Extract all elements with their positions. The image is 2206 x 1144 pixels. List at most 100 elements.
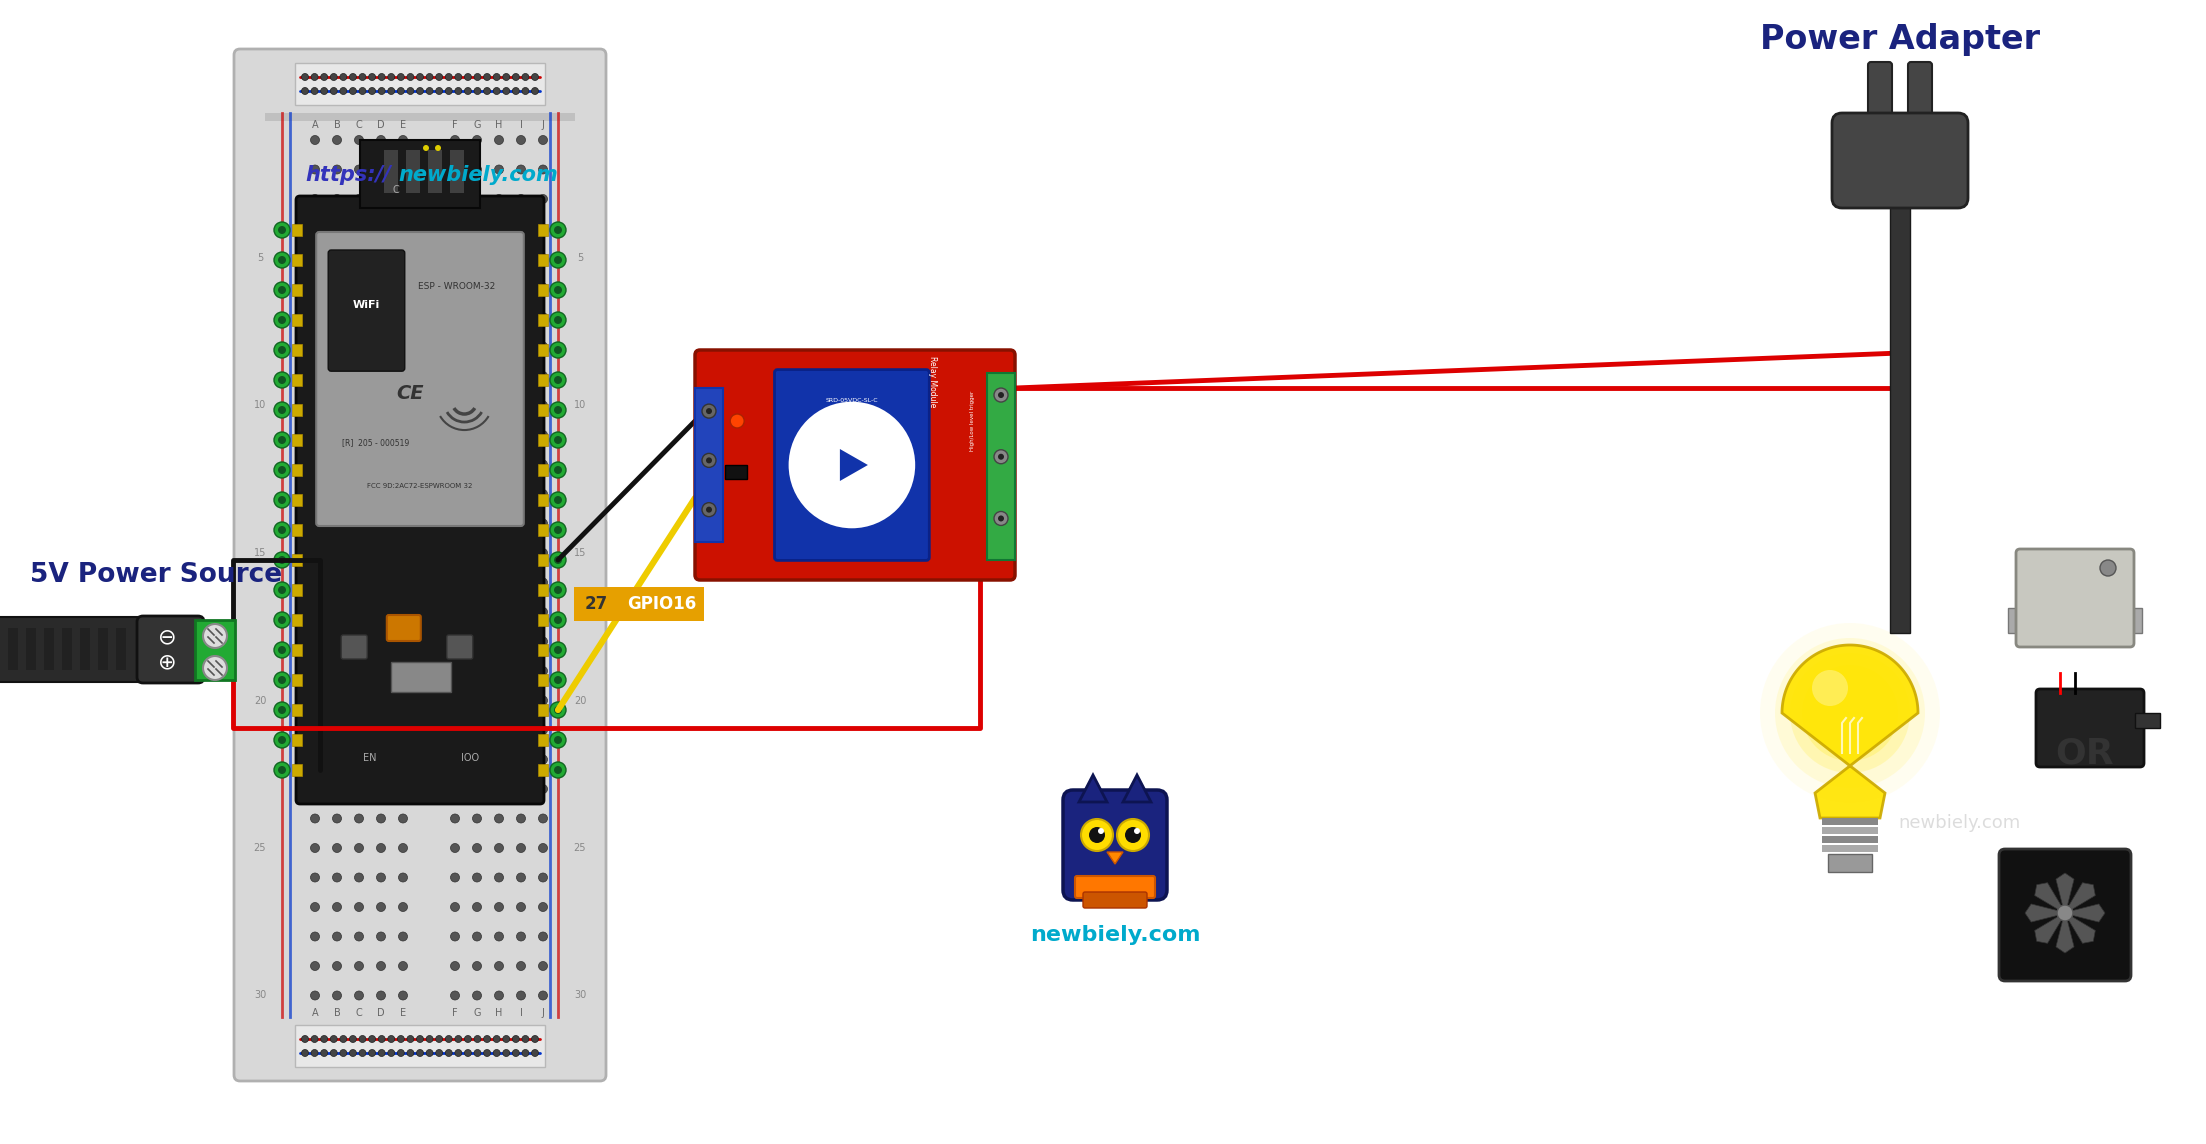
Circle shape (355, 903, 364, 912)
Bar (291, 704, 302, 716)
Circle shape (274, 762, 289, 778)
Polygon shape (1107, 852, 1123, 864)
Circle shape (549, 312, 567, 328)
Circle shape (549, 612, 567, 628)
Circle shape (516, 578, 525, 587)
Circle shape (494, 991, 503, 1000)
Circle shape (450, 402, 459, 410)
Circle shape (399, 961, 408, 970)
Circle shape (274, 612, 289, 628)
Circle shape (311, 696, 320, 705)
Circle shape (516, 460, 525, 469)
Circle shape (549, 402, 567, 418)
Circle shape (483, 87, 490, 95)
Bar (538, 224, 547, 236)
Circle shape (355, 283, 364, 292)
Text: J: J (540, 120, 545, 130)
Circle shape (278, 496, 287, 505)
Bar (117, 628, 126, 670)
Circle shape (450, 372, 459, 381)
Circle shape (426, 1049, 432, 1057)
Circle shape (494, 430, 503, 439)
Circle shape (274, 492, 289, 508)
Circle shape (516, 932, 525, 942)
Circle shape (450, 903, 459, 912)
Circle shape (355, 372, 364, 381)
Circle shape (278, 706, 287, 714)
Circle shape (355, 194, 364, 204)
Bar (291, 583, 302, 596)
Circle shape (512, 73, 518, 80)
Bar (291, 254, 302, 267)
Circle shape (349, 87, 357, 95)
FancyBboxPatch shape (234, 49, 607, 1081)
Circle shape (494, 519, 503, 529)
Circle shape (278, 345, 287, 353)
Circle shape (311, 873, 320, 882)
Circle shape (538, 548, 547, 557)
Circle shape (549, 702, 567, 718)
FancyBboxPatch shape (137, 615, 203, 683)
Circle shape (1760, 623, 1939, 803)
Circle shape (494, 1049, 501, 1057)
Circle shape (333, 873, 342, 882)
Circle shape (377, 519, 386, 529)
Circle shape (311, 283, 320, 292)
Circle shape (494, 755, 503, 764)
Circle shape (333, 815, 342, 823)
Bar (291, 734, 302, 746)
Circle shape (311, 785, 320, 794)
Circle shape (538, 254, 547, 262)
Circle shape (472, 283, 481, 292)
Circle shape (516, 785, 525, 794)
Circle shape (377, 224, 386, 233)
Circle shape (465, 87, 472, 95)
Circle shape (377, 73, 386, 80)
Circle shape (203, 656, 227, 680)
Circle shape (355, 873, 364, 882)
FancyBboxPatch shape (1831, 113, 1968, 208)
Bar (62, 628, 73, 670)
Circle shape (472, 932, 481, 942)
Circle shape (450, 460, 459, 469)
Circle shape (494, 961, 503, 970)
Circle shape (388, 1035, 395, 1042)
Bar (538, 284, 547, 296)
Circle shape (302, 87, 309, 95)
Circle shape (417, 73, 424, 80)
Circle shape (355, 165, 364, 174)
Circle shape (399, 785, 408, 794)
Circle shape (274, 342, 289, 358)
Bar (390, 662, 452, 692)
Bar (97, 628, 108, 670)
Text: 10: 10 (574, 400, 587, 411)
Circle shape (483, 1049, 490, 1057)
Circle shape (494, 342, 503, 351)
Bar (291, 374, 302, 386)
Bar (428, 150, 441, 193)
Circle shape (311, 342, 320, 351)
Circle shape (516, 283, 525, 292)
Circle shape (538, 903, 547, 912)
Circle shape (333, 696, 342, 705)
Circle shape (333, 402, 342, 410)
Circle shape (333, 607, 342, 617)
Text: 30: 30 (574, 991, 587, 1001)
Text: ⊕: ⊕ (157, 652, 176, 672)
Text: Relay Module: Relay Module (929, 356, 938, 407)
Circle shape (538, 667, 547, 675)
Bar (291, 404, 302, 416)
Circle shape (494, 402, 503, 410)
Circle shape (368, 1035, 375, 1042)
Bar (291, 554, 302, 566)
Circle shape (311, 548, 320, 557)
Circle shape (538, 696, 547, 705)
Bar (538, 404, 547, 416)
Circle shape (377, 194, 386, 204)
Circle shape (516, 165, 525, 174)
Circle shape (320, 73, 329, 80)
Text: F: F (452, 1008, 459, 1018)
Circle shape (355, 755, 364, 764)
Circle shape (274, 732, 289, 748)
Circle shape (377, 755, 386, 764)
